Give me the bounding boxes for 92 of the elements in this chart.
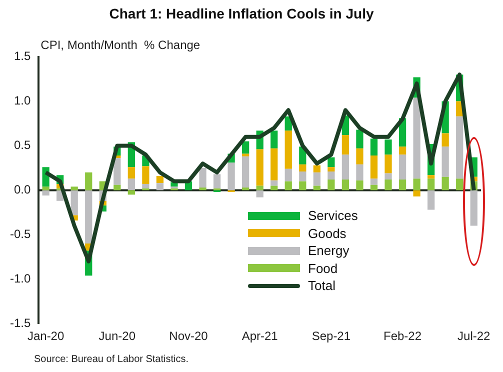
x-tick-label: Jan-20: [27, 329, 64, 344]
x-tick-label: Sep-21: [312, 329, 351, 344]
bar: [70, 186, 78, 190]
bar: [313, 172, 320, 186]
bar: [456, 116, 464, 179]
bar: [242, 156, 250, 188]
x-tick-label: Jun-20: [98, 329, 136, 344]
y-tick-label: 1.0: [14, 94, 31, 108]
y-tick-label: 0.5: [14, 138, 31, 152]
y-tick-label: -0.5: [10, 226, 31, 241]
bar: [356, 130, 364, 148]
bar: [85, 190, 92, 244]
bar: [384, 140, 392, 155]
bar: [442, 176, 449, 190]
bar: [256, 149, 264, 186]
bar: [256, 190, 264, 198]
bar: [456, 178, 464, 190]
bar: [284, 181, 292, 190]
bar: [470, 190, 478, 226]
bar: [128, 190, 135, 195]
bar: [384, 173, 392, 180]
y-axis-title: CPI, Month/Month % Change: [40, 38, 200, 52]
legend-label: Services: [308, 207, 358, 224]
bar: [328, 180, 335, 190]
bar: [427, 175, 435, 179]
legend-label: Food: [308, 260, 338, 277]
bar: [313, 165, 320, 172]
y-tick-label: -1.5: [10, 316, 31, 330]
bar: [342, 135, 350, 155]
bar: [427, 178, 435, 190]
bar: [384, 154, 392, 174]
legend-label: Total: [308, 277, 336, 294]
x-tick-label: Apr-21: [242, 329, 278, 344]
chart-title: Chart 1: Headline Inflation Cools in July: [109, 5, 374, 22]
bar: [299, 172, 306, 182]
bar: [427, 190, 435, 210]
bar: [299, 164, 306, 172]
bar: [370, 138, 378, 156]
bar: [342, 180, 350, 190]
legend-label: Energy: [308, 242, 350, 260]
bar: [42, 190, 50, 196]
bar: [342, 154, 350, 180]
bar: [413, 190, 420, 196]
bar: [356, 148, 364, 164]
bar: [328, 167, 335, 172]
bar: [242, 141, 250, 154]
x-tick-label: Nov-20: [169, 329, 208, 344]
bar: [413, 98, 420, 179]
bar: [299, 181, 306, 190]
bar: [242, 188, 250, 190]
bar: [398, 146, 406, 155]
bar: [270, 130, 278, 148]
bar: [142, 184, 150, 188]
bar: [442, 146, 449, 177]
y-tick-label: 0.0: [14, 182, 31, 197]
bar: [213, 174, 221, 188]
bar: [398, 180, 406, 190]
bar: [42, 186, 50, 190]
bar: [114, 184, 121, 190]
y-tick-label: -1.0: [10, 271, 31, 286]
bar: [370, 156, 378, 179]
bar: [142, 166, 150, 184]
bar: [328, 157, 335, 168]
bar: [284, 168, 292, 182]
y-tick-label: 1.5: [14, 49, 31, 64]
bar: [156, 176, 164, 184]
bar: [199, 188, 206, 190]
bar: [398, 154, 406, 180]
bar: [270, 148, 278, 180]
legend-label: Goods: [308, 224, 346, 242]
bar: [228, 162, 235, 190]
bar: [70, 190, 78, 216]
bar: [284, 130, 292, 169]
source-note: Source: Bureau of Labor Statistics.: [34, 354, 189, 365]
x-tick-label: Feb-22: [384, 329, 422, 344]
x-tick-label: Jul-22: [458, 329, 491, 344]
bar: [199, 168, 206, 188]
bar: [370, 184, 378, 190]
bar: [128, 167, 135, 179]
bar: [242, 154, 250, 156]
bar: [85, 172, 92, 190]
bar: [442, 133, 449, 147]
bar: [384, 180, 392, 190]
bar: [356, 180, 364, 190]
bar: [156, 183, 164, 190]
bar: [370, 178, 378, 185]
bar: [328, 172, 335, 180]
bar: [413, 178, 420, 190]
bar: [114, 158, 121, 185]
bar: [128, 178, 135, 190]
bar: [270, 180, 278, 186]
bar: [356, 164, 364, 180]
